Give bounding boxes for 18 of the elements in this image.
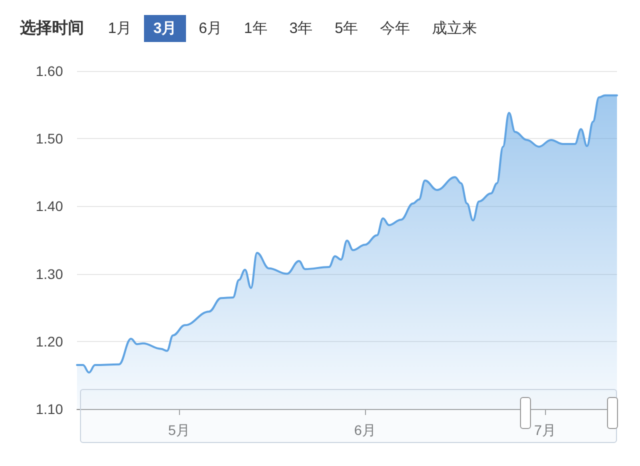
y-tick-label: 1.20	[36, 333, 64, 350]
text: 1年	[243, 18, 268, 38]
x-tick-label: 5月	[168, 422, 190, 438]
y-tick-label: 1.10	[36, 401, 64, 417]
text: 6月	[198, 18, 224, 38]
y-tick-label: 1.30	[36, 266, 64, 282]
text: 3月	[144, 14, 186, 42]
text: 成立来	[431, 18, 478, 38]
text: 选择时间	[20, 18, 85, 38]
text: 3年	[288, 18, 314, 38]
y-tick-label: 1.60	[36, 63, 64, 79]
x-tick-label: 7月	[534, 422, 556, 438]
text: 5年	[334, 18, 360, 38]
y-tick-label: 1.50	[36, 130, 64, 147]
text: 1月	[107, 18, 132, 38]
text: 今年	[379, 18, 412, 38]
y-tick-label: 1.40	[36, 198, 64, 214]
x-tick-label: 6月	[354, 422, 376, 438]
